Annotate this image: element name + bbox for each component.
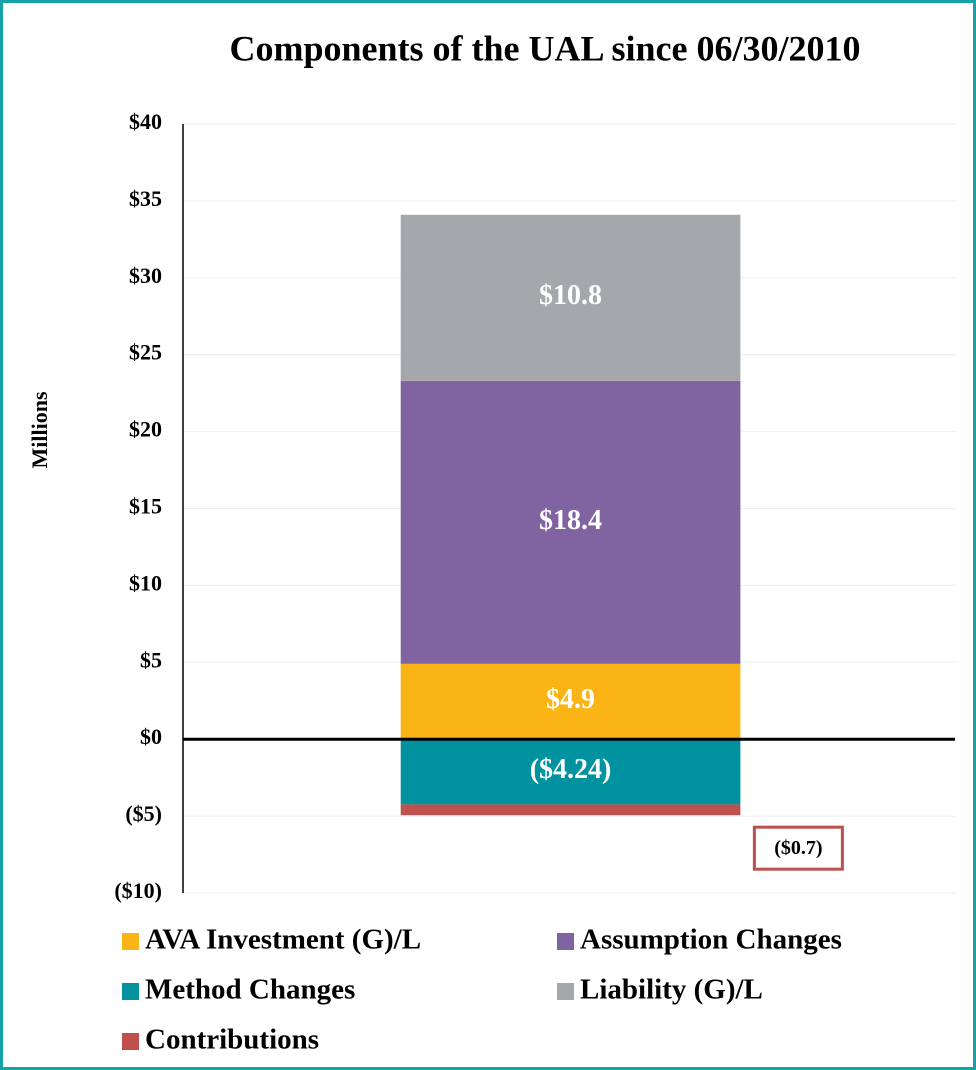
legend-label: AVA Investment (G)/L <box>145 924 421 956</box>
legend-label: Method Changes <box>145 974 355 1006</box>
y-tick-label: $5 <box>140 647 162 672</box>
data-label: $18.4 <box>539 505 602 536</box>
legend-swatch <box>122 933 139 950</box>
legend-label: Contributions <box>145 1024 319 1056</box>
bar-segment <box>400 214 741 381</box>
bar-segment <box>400 804 741 816</box>
legend-swatch <box>122 983 139 1000</box>
data-label: ($4.24) <box>530 754 612 785</box>
y-tick-label: $25 <box>129 340 162 365</box>
y-tick-label: $20 <box>129 417 162 442</box>
bar-segment <box>400 380 741 664</box>
y-tick-label: $40 <box>129 109 162 134</box>
data-label: $4.9 <box>546 684 595 715</box>
data-label-box <box>752 825 844 871</box>
bar-segment <box>400 663 741 740</box>
chart-title: Components of the UAL since 06/30/2010 <box>229 28 860 68</box>
data-label: ($0.7) <box>774 837 822 859</box>
legend-swatch <box>557 983 574 1000</box>
y-tick-label: ($10) <box>114 878 162 903</box>
legend-label: Assumption Changes <box>580 924 842 956</box>
legend-swatch <box>557 933 574 950</box>
data-label: $10.8 <box>539 280 602 311</box>
legend-label: Liability (G)/L <box>580 974 763 1006</box>
bar-segment <box>400 739 741 805</box>
y-tick-label: $10 <box>129 570 162 595</box>
y-tick-label: $35 <box>129 186 162 211</box>
legend-swatch <box>122 1033 139 1050</box>
y-tick-label: $15 <box>129 494 162 519</box>
y-tick-label: ($5) <box>125 801 162 826</box>
y-tick-label: $30 <box>129 263 162 288</box>
y-tick-label: $0 <box>140 724 162 749</box>
y-axis-label: Millions <box>27 391 52 468</box>
